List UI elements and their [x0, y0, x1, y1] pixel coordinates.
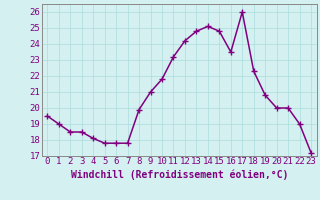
- X-axis label: Windchill (Refroidissement éolien,°C): Windchill (Refroidissement éolien,°C): [70, 169, 288, 180]
